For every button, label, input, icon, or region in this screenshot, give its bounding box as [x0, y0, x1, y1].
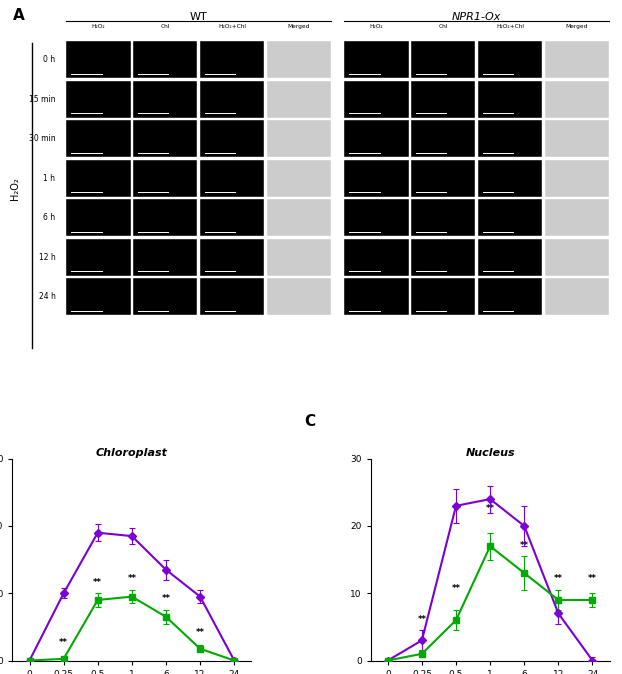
Title: Chloroplast: Chloroplast	[96, 448, 168, 458]
FancyBboxPatch shape	[344, 239, 409, 276]
FancyBboxPatch shape	[200, 81, 264, 118]
FancyBboxPatch shape	[344, 120, 409, 157]
FancyBboxPatch shape	[411, 120, 475, 157]
FancyBboxPatch shape	[66, 200, 131, 237]
Text: 0 h: 0 h	[44, 55, 55, 64]
Text: A: A	[12, 9, 24, 24]
FancyBboxPatch shape	[267, 41, 331, 78]
FancyBboxPatch shape	[544, 278, 609, 315]
FancyBboxPatch shape	[66, 41, 131, 78]
Text: **: **	[195, 628, 205, 637]
Text: H₂O₂+Chl: H₂O₂+Chl	[218, 24, 246, 29]
FancyBboxPatch shape	[200, 120, 264, 157]
Text: WT: WT	[190, 12, 208, 22]
FancyBboxPatch shape	[478, 278, 542, 315]
Text: **: **	[520, 541, 529, 549]
FancyBboxPatch shape	[411, 278, 475, 315]
Text: Merged: Merged	[565, 24, 588, 29]
FancyBboxPatch shape	[66, 160, 131, 197]
FancyBboxPatch shape	[133, 41, 197, 78]
FancyBboxPatch shape	[478, 239, 542, 276]
FancyBboxPatch shape	[200, 278, 264, 315]
Title: Nucleus: Nucleus	[465, 448, 515, 458]
Text: 30 min: 30 min	[29, 134, 55, 143]
FancyBboxPatch shape	[267, 160, 331, 197]
FancyBboxPatch shape	[411, 239, 475, 276]
FancyBboxPatch shape	[411, 200, 475, 237]
Text: 12 h: 12 h	[39, 253, 55, 262]
FancyBboxPatch shape	[267, 81, 331, 118]
FancyBboxPatch shape	[267, 200, 331, 237]
Text: **: **	[93, 578, 102, 586]
Text: **: **	[486, 503, 494, 512]
Text: **: **	[554, 574, 563, 583]
FancyBboxPatch shape	[544, 239, 609, 276]
FancyBboxPatch shape	[478, 41, 542, 78]
Text: 6 h: 6 h	[44, 213, 55, 222]
FancyBboxPatch shape	[133, 81, 197, 118]
FancyBboxPatch shape	[478, 81, 542, 118]
Text: H₂O₂+Chl: H₂O₂+Chl	[496, 24, 524, 29]
FancyBboxPatch shape	[344, 278, 409, 315]
FancyBboxPatch shape	[344, 81, 409, 118]
FancyBboxPatch shape	[133, 200, 197, 237]
FancyBboxPatch shape	[478, 120, 542, 157]
FancyBboxPatch shape	[478, 160, 542, 197]
FancyBboxPatch shape	[411, 41, 475, 78]
Text: **: **	[162, 594, 170, 603]
FancyBboxPatch shape	[344, 41, 409, 78]
FancyBboxPatch shape	[267, 120, 331, 157]
FancyBboxPatch shape	[544, 160, 609, 197]
FancyBboxPatch shape	[478, 200, 542, 237]
Text: Chl: Chl	[160, 24, 170, 29]
FancyBboxPatch shape	[66, 120, 131, 157]
Text: Chl: Chl	[439, 24, 448, 29]
Text: C: C	[304, 415, 315, 429]
FancyBboxPatch shape	[411, 81, 475, 118]
FancyBboxPatch shape	[200, 41, 264, 78]
FancyBboxPatch shape	[133, 239, 197, 276]
Text: 24 h: 24 h	[39, 293, 55, 301]
FancyBboxPatch shape	[200, 239, 264, 276]
FancyBboxPatch shape	[66, 81, 131, 118]
Text: NPR1-Ox: NPR1-Ox	[452, 12, 501, 22]
FancyBboxPatch shape	[66, 239, 131, 276]
Text: **: **	[128, 574, 136, 583]
FancyBboxPatch shape	[544, 41, 609, 78]
Text: 1 h: 1 h	[44, 174, 55, 183]
FancyBboxPatch shape	[411, 160, 475, 197]
FancyBboxPatch shape	[200, 200, 264, 237]
FancyBboxPatch shape	[344, 200, 409, 237]
FancyBboxPatch shape	[133, 160, 197, 197]
Text: **: **	[417, 615, 427, 623]
Text: H₂O₂: H₂O₂	[11, 177, 21, 200]
Text: H₂O₂: H₂O₂	[369, 24, 383, 29]
FancyBboxPatch shape	[544, 120, 609, 157]
FancyBboxPatch shape	[267, 239, 331, 276]
FancyBboxPatch shape	[544, 81, 609, 118]
Text: H₂O₂: H₂O₂	[91, 24, 105, 29]
Text: **: **	[452, 584, 460, 593]
FancyBboxPatch shape	[66, 278, 131, 315]
FancyBboxPatch shape	[344, 160, 409, 197]
FancyBboxPatch shape	[133, 278, 197, 315]
Text: Merged: Merged	[287, 24, 310, 29]
FancyBboxPatch shape	[544, 200, 609, 237]
Text: **: **	[588, 574, 597, 583]
Text: 15 min: 15 min	[29, 94, 55, 104]
FancyBboxPatch shape	[133, 120, 197, 157]
Text: **: **	[59, 638, 68, 647]
FancyBboxPatch shape	[200, 160, 264, 197]
FancyBboxPatch shape	[267, 278, 331, 315]
